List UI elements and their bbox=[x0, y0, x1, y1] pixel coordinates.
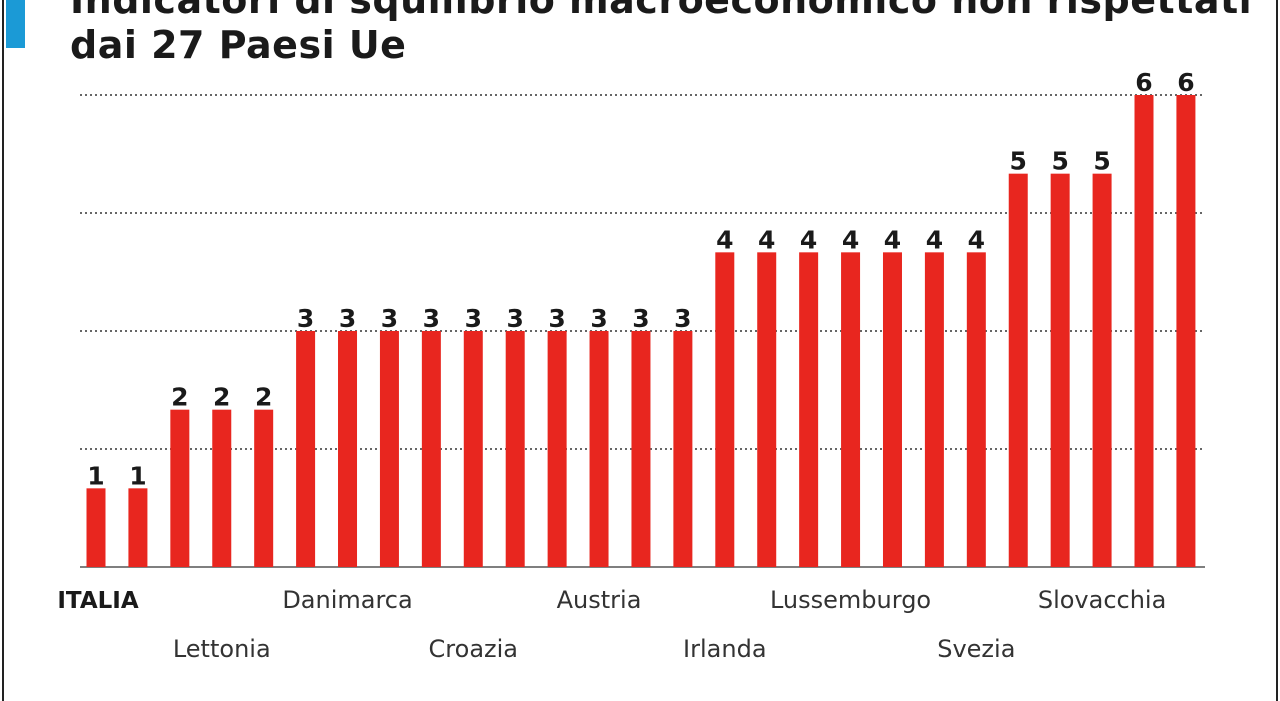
data-label: 1 bbox=[87, 461, 104, 490]
bar bbox=[86, 488, 106, 567]
bar bbox=[1008, 173, 1028, 567]
bar bbox=[254, 409, 274, 567]
bar bbox=[170, 409, 190, 567]
data-label: 4 bbox=[968, 225, 985, 254]
bar bbox=[421, 331, 441, 567]
bar bbox=[924, 252, 944, 568]
bar bbox=[1092, 173, 1112, 567]
accent-bar bbox=[6, 0, 25, 48]
data-label: 1 bbox=[129, 461, 146, 490]
bar bbox=[1176, 95, 1196, 567]
bar bbox=[505, 331, 525, 567]
data-label: 3 bbox=[506, 304, 523, 333]
data-label: 6 bbox=[1135, 68, 1152, 97]
bar bbox=[631, 331, 651, 567]
data-label: 3 bbox=[465, 304, 482, 333]
bar bbox=[882, 252, 902, 568]
bar bbox=[379, 331, 399, 567]
x-tick-label: ITALIA bbox=[57, 588, 138, 614]
bar bbox=[966, 252, 986, 568]
bar bbox=[799, 252, 819, 568]
bar bbox=[1050, 173, 1070, 567]
data-label: 4 bbox=[758, 225, 775, 254]
x-tick-label: Irlanda bbox=[683, 635, 766, 663]
data-label: 5 bbox=[1093, 147, 1110, 176]
data-label: 2 bbox=[255, 383, 272, 412]
bar bbox=[338, 331, 358, 567]
bar bbox=[463, 331, 483, 567]
data-label: 3 bbox=[590, 304, 607, 333]
data-label: 3 bbox=[339, 304, 356, 333]
data-label: 3 bbox=[381, 304, 398, 333]
data-label: 4 bbox=[926, 225, 943, 254]
bar bbox=[715, 252, 735, 568]
x-tick-label: Croazia bbox=[429, 635, 518, 663]
chart-title: Indicatori di squilibrio macroeconomico … bbox=[70, 0, 1253, 67]
data-label: 4 bbox=[800, 225, 817, 254]
data-label: 3 bbox=[297, 304, 314, 333]
bar bbox=[212, 409, 232, 567]
data-label: 3 bbox=[548, 304, 565, 333]
frame-left-border bbox=[2, 0, 4, 701]
bar bbox=[841, 252, 861, 568]
bar bbox=[128, 488, 148, 567]
x-tick-label: Lettonia bbox=[173, 635, 271, 663]
data-label: 6 bbox=[1177, 68, 1194, 97]
bar bbox=[589, 331, 609, 567]
data-label: 3 bbox=[674, 304, 691, 333]
data-label: 4 bbox=[716, 225, 733, 254]
x-tick-label: Svezia bbox=[937, 635, 1015, 663]
x-tick-label: Austria bbox=[557, 586, 642, 614]
frame-right-border bbox=[1276, 0, 1278, 701]
bar bbox=[1134, 95, 1154, 567]
data-label: 5 bbox=[1010, 147, 1027, 176]
data-label: 2 bbox=[213, 383, 230, 412]
data-label: 2 bbox=[171, 383, 188, 412]
bar bbox=[757, 252, 777, 568]
x-tick-label: Lussemburgo bbox=[770, 586, 931, 614]
bar bbox=[547, 331, 567, 567]
data-label: 3 bbox=[423, 304, 440, 333]
data-label: 3 bbox=[632, 304, 649, 333]
data-label: 4 bbox=[884, 225, 901, 254]
x-tick-label: Slovacchia bbox=[1038, 586, 1166, 614]
bar bbox=[673, 331, 693, 567]
data-label: 4 bbox=[842, 225, 859, 254]
x-tick-label: Danimarca bbox=[282, 586, 412, 614]
data-label: 5 bbox=[1051, 147, 1068, 176]
bar bbox=[296, 331, 316, 567]
